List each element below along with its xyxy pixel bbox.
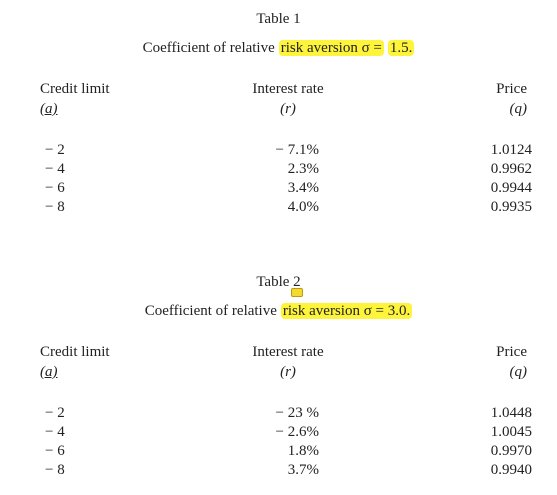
table-cell: 2.3% [287,161,319,177]
table-cell: 1.8% [287,443,319,459]
column-symbol: (a) [40,101,58,117]
table-cell: 3.7% [287,462,319,478]
table-cell: − 2 [45,405,65,421]
column-header: Interest rate [252,344,324,360]
table-label: Table 1 [256,11,301,27]
table-cell: 4.0% [287,199,319,215]
table-cell: 1.0448 [490,405,532,421]
table-cell: − 2 [45,142,65,158]
table-cell: 0.9944 [490,180,532,196]
table-cell: − 4 [45,424,65,440]
highlight: 1.5. [387,40,415,56]
column-header: Price [496,81,527,97]
table-caption: Coefficient of relative risk aversion σ =… [0,302,557,320]
caption-text: Coefficient of relative [142,40,275,56]
table-cell: 3.4% [287,180,319,196]
table-cell: 0.9940 [490,462,532,478]
column-symbol: (q) [509,364,528,380]
table-cell: − 8 [45,462,65,478]
table-cell: − 4 [45,161,65,177]
table-cell: 0.9962 [490,161,532,177]
table-label: Table 2 [256,274,301,290]
table-caption: Coefficient of relative risk aversion σ =… [0,39,557,57]
table-cell: − 7.1% [275,142,319,158]
column-symbol: (r) [280,101,296,117]
column-symbol: (q) [509,101,528,117]
column-header: Interest rate [252,81,324,97]
table-cell: 0.9970 [490,443,532,459]
table-cell: − 2.6% [275,424,319,440]
table-cell: 0.9935 [490,199,532,215]
column-header: Price [496,344,527,360]
highlight: risk aversion σ = [278,40,384,56]
table-cell: 1.0124 [490,142,532,158]
column-symbol: (r) [280,364,296,380]
table-cell: − 8 [45,199,65,215]
column-symbol: (a) [40,364,58,380]
caption-text: Coefficient of relative [144,303,277,319]
highlight: risk aversion σ = 3.0. [280,303,413,319]
column-header: Credit limit [40,81,110,97]
note-icon [291,288,303,297]
table-cell: − 23 % [275,405,319,421]
table-cell: 1.0045 [490,424,532,440]
table-cell: − 6 [45,180,65,196]
table-cell: − 6 [45,443,65,459]
column-header: Credit limit [40,344,110,360]
